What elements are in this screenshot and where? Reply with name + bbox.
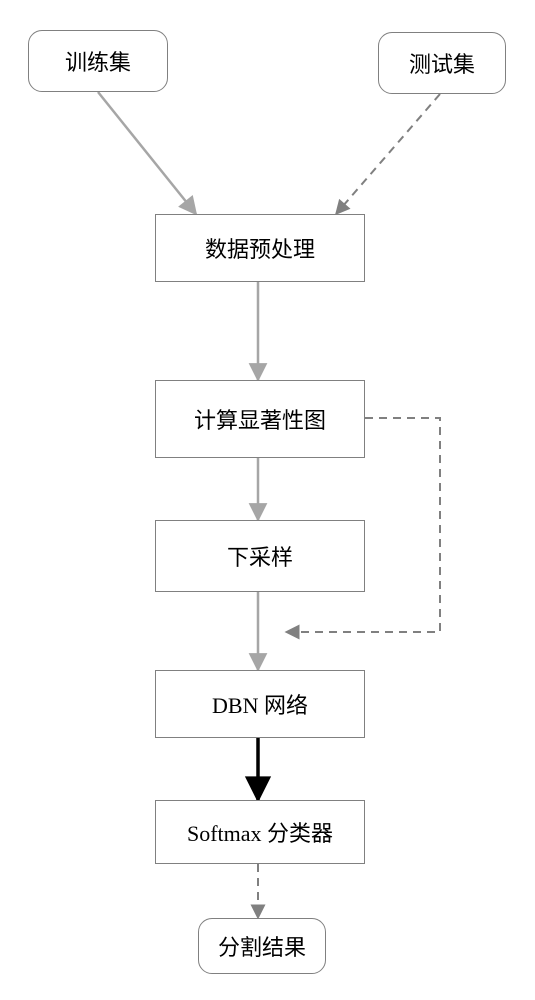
node-saliency-label: 计算显著性图 [194,403,326,435]
node-test-label: 测试集 [409,47,475,79]
node-dbn-label: DBN 网络 [212,688,308,720]
edge-test-preproc [336,94,440,214]
edge-train-preproc [98,92,196,214]
node-train-label: 训练集 [65,45,131,77]
node-train: 训练集 [28,30,168,92]
node-downs: 下采样 [155,520,365,592]
flowchart-canvas: 训练集 测试集 数据预处理 计算显著性图 下采样 DBN 网络 Softmax … [0,0,535,1000]
node-softmax: Softmax 分类器 [155,800,365,864]
node-dbn: DBN 网络 [155,670,365,738]
node-result-label: 分割结果 [218,930,306,962]
node-softmax-label: Softmax 分类器 [187,816,333,848]
node-saliency: 计算显著性图 [155,380,365,458]
node-result: 分割结果 [198,918,326,974]
node-test: 测试集 [378,32,506,94]
node-preproc-label: 数据预处理 [205,232,315,264]
node-downs-label: 下采样 [227,540,293,572]
node-preproc: 数据预处理 [155,214,365,282]
